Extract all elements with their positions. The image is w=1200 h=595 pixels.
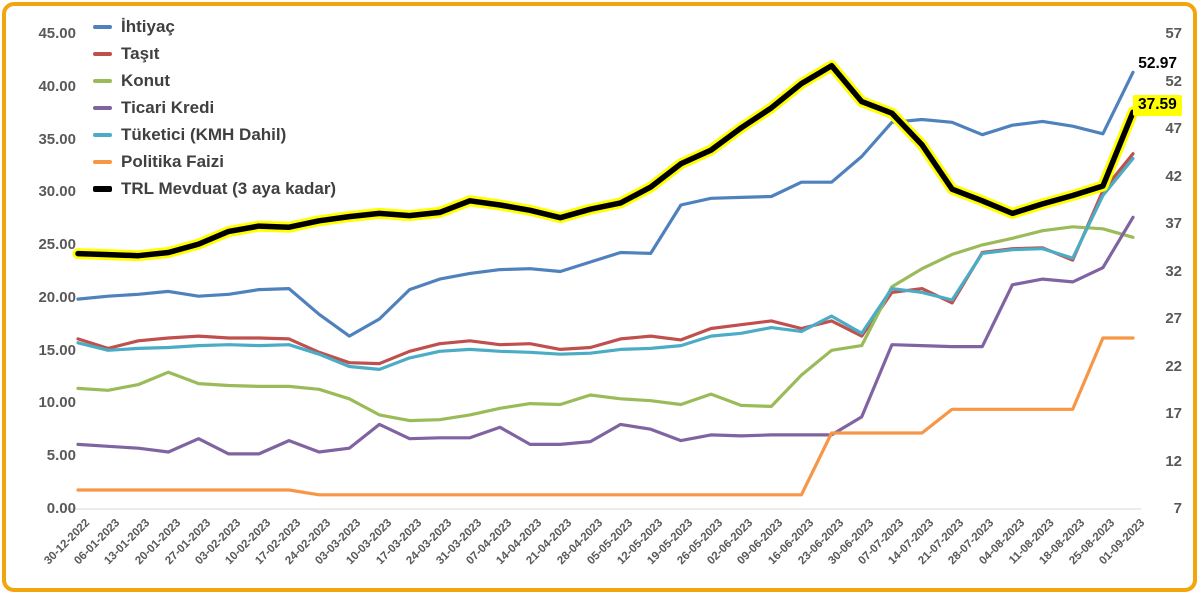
axis-tick-label: 15.00 <box>38 341 76 359</box>
legend-label: TRL Mevduat (3 aya kadar) <box>121 178 337 198</box>
axis-tick-label: 30.00 <box>38 183 76 201</box>
series-line-konut <box>76 225 1135 423</box>
axis-tick-label: 7 <box>1173 500 1182 517</box>
series-line-trl-mevduat-3-aya-kadar <box>75 62 1136 259</box>
legend-label: Tüketici (KMH Dahil) <box>121 124 287 144</box>
axis-tick-label: 52 <box>1165 72 1182 90</box>
axis-tick-label: 22 <box>1165 357 1182 375</box>
axis-tick-label: 47 <box>1165 120 1182 137</box>
axis-tick-label: 45.00 <box>38 25 76 42</box>
legend-swatch-icon <box>93 105 112 110</box>
axis-tick-label: 20.00 <box>38 288 76 306</box>
legend-item-2: Konut <box>93 67 336 94</box>
series-line-ticari-kredi <box>76 215 1135 456</box>
legend-label: İhtiyaç <box>121 16 175 36</box>
axis-tick-label: 17 <box>1165 405 1182 422</box>
axis-tick-label: 10.00 <box>38 394 76 412</box>
ihtiyac-end-value-label: 52.97 <box>1138 55 1177 72</box>
legend-item-6: TRL Mevduat (3 aya kadar) <box>93 175 336 202</box>
axis-tick-label: 5.00 <box>46 447 76 465</box>
legend-item-0: İhtiyaç <box>93 13 336 40</box>
trl-mevduat-end-value-label: 37.59 <box>1133 95 1182 116</box>
axis-tick-label: 57 <box>1165 25 1182 42</box>
axis-tick-label: 40.00 <box>38 77 76 95</box>
series-line-i-htiya <box>76 70 1135 338</box>
axis-tick-label: 12 <box>1165 452 1182 470</box>
legend-label: Ticari Kredi <box>121 97 215 117</box>
legend-swatch-icon <box>93 24 112 29</box>
series-line-t-ketici-kmh-dahil <box>76 156 1135 371</box>
legend-item-3: Ticari Kredi <box>93 94 336 121</box>
chart-legend: İhtiyaç Taşıt Konut Ticari Kredi Tüketici (K… <box>93 13 336 202</box>
axis-tick-label: 35.00 <box>38 130 76 148</box>
series-line-politika-faizi <box>76 336 1135 497</box>
legend-swatch-icon <box>93 159 112 164</box>
legend-item-5: Politika Faizi <box>93 148 336 175</box>
legend-swatch-icon <box>93 132 112 137</box>
legend-swatch-icon <box>93 51 112 56</box>
axis-tick-label: 32 <box>1165 262 1182 280</box>
legend-label: Taşıt <box>121 43 160 63</box>
legend-label: Konut <box>121 70 171 90</box>
legend-swatch-icon <box>93 78 112 83</box>
axis-tick-label: 37 <box>1165 215 1182 232</box>
axis-tick-label: 27 <box>1165 310 1182 327</box>
legend-swatch-icon <box>93 185 112 192</box>
axis-tick-label: 25.00 <box>38 236 76 254</box>
axis-tick-label: 42 <box>1165 167 1182 185</box>
legend-label: Politika Faizi <box>121 151 224 171</box>
axis-tick-label: 0.00 <box>46 500 76 517</box>
legend-item-4: Tüketici (KMH Dahil) <box>93 121 336 148</box>
legend-item-1: Taşıt <box>93 40 336 67</box>
